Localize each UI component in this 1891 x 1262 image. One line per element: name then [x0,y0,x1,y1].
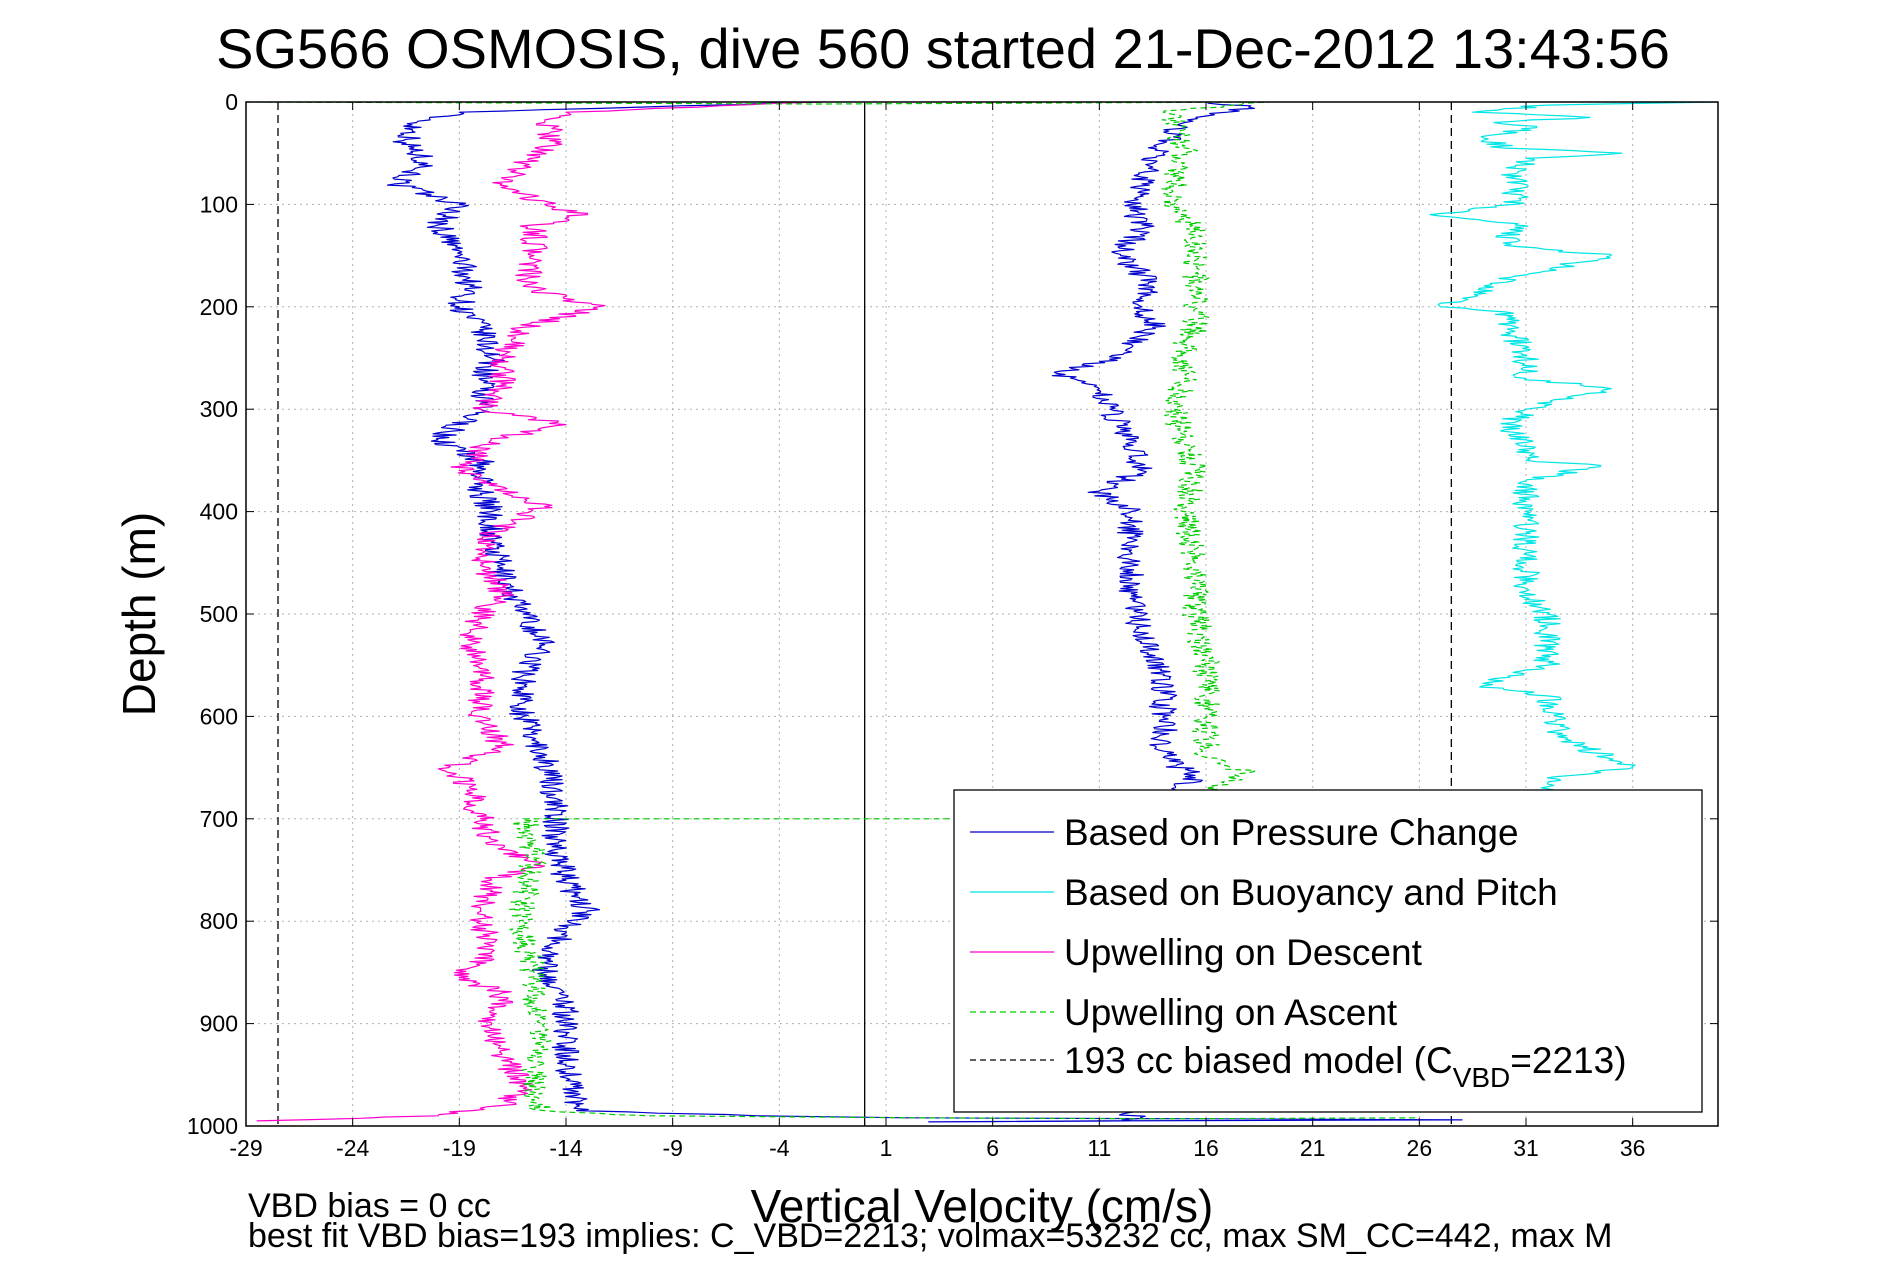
ticks: -29 -24 -19 -14 -9 -4 1 6 11 16 21 26 31 360100200300… [187,89,1718,1161]
y-tick-label: 400 [200,499,238,525]
x-tick-label: 26 [1407,1135,1433,1161]
x-tick-label: 6 [986,1135,999,1161]
series-line [256,102,823,1122]
x-tick-label: -9 [662,1135,682,1161]
y-tick-label: 700 [200,806,238,832]
legend-entry-label: Upwelling on Ascent [1064,992,1398,1033]
series-line [386,102,1463,1123]
legend-entry-label: 193 cc biased model (CVBD=2213) [1064,1040,1627,1093]
series-line [246,102,1420,1120]
x-axis-label: Vertical Velocity (cm/s) [751,1180,1214,1232]
y-tick-label: 800 [200,908,238,934]
x-tick-label: -14 [549,1135,582,1161]
legend-label-sub: VBD [1453,1062,1511,1093]
x-tick-label: 36 [1620,1135,1646,1161]
y-tick-label: 200 [200,294,238,320]
x-tick-label: 11 [1087,1135,1111,1161]
x-tick-label: 16 [1193,1135,1219,1161]
chart-title: SG566 OSMOSIS, dive 560 started 21-Dec-2… [216,17,1670,80]
legend-entry-label: Based on Buoyancy and Pitch [1064,872,1558,913]
y-tick-label: 100 [200,191,238,217]
legend-entry-label: Based on Pressure Change [1064,812,1519,853]
y-tick-label: 0 [225,89,238,115]
x-tick-label: 31 [1513,1135,1539,1161]
x-tick-label: -19 [443,1135,476,1161]
y-tick-label: 300 [200,396,238,422]
model-lines [277,102,1452,1126]
y-tick-label: 600 [200,703,238,729]
footnote-line-2: best fit VBD bias=193 implies: C_VBD=221… [248,1217,1612,1255]
footnote-line-1: VBD bias = 0 cc [248,1187,491,1225]
x-tick-label: -4 [769,1135,790,1161]
legend-box [953,789,1703,1113]
legend-entry-label: Upwelling on Descent [1064,932,1423,973]
x-tick-label: -29 [229,1135,262,1161]
legend-label-post: =2213) [1510,1040,1626,1081]
y-tick-label: 900 [200,1011,238,1037]
legend-label-pre: 193 cc biased model (C [1064,1040,1453,1081]
x-tick-label: 1 [880,1135,893,1161]
legend: Based on Pressure Change Based on Buoyanc… [953,789,1703,1113]
x-tick-label: -24 [336,1135,369,1161]
series-line [1429,102,1718,820]
x-tick-label: 21 [1300,1135,1326,1161]
y-axis-label: Depth (m) [113,512,165,716]
y-tick-label: 500 [200,601,238,627]
series-layer [246,102,1718,1123]
y-tick-label: 1000 [187,1113,238,1139]
